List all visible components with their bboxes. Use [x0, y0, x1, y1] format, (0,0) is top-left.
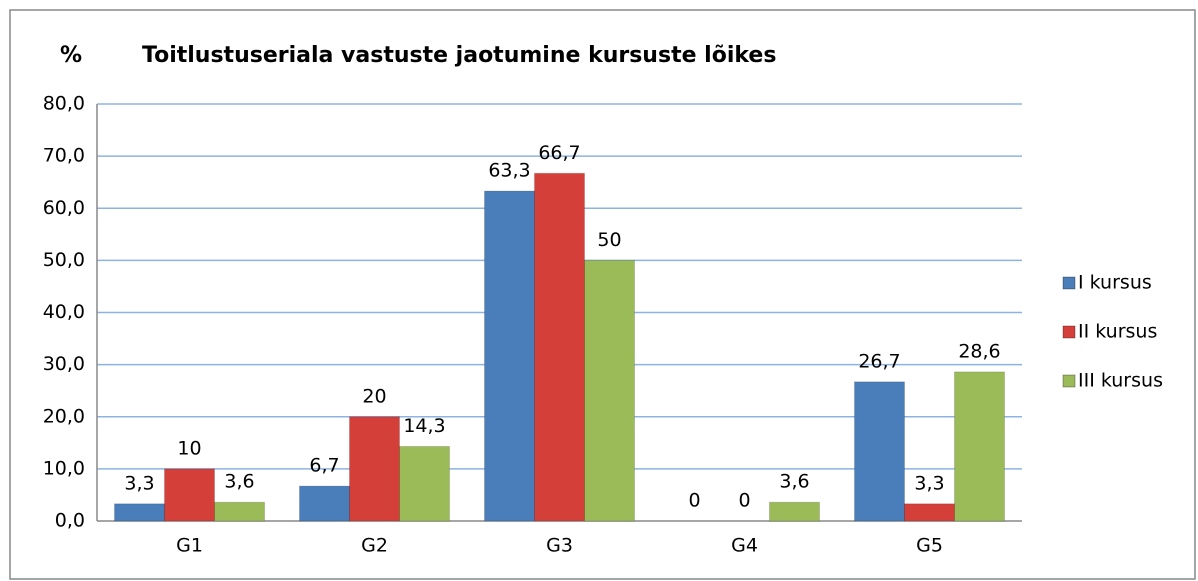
y-tick-label: 30,0	[43, 353, 85, 375]
x-tick-label: G5	[916, 535, 943, 557]
data-label: 3,3	[914, 472, 944, 494]
y-tick-label: 50,0	[43, 249, 85, 271]
y-tick-label: 0,0	[55, 510, 85, 532]
data-label: 3,6	[779, 471, 809, 493]
data-label: 14,3	[403, 415, 445, 437]
y-tick-label: 70,0	[43, 145, 85, 167]
bar	[164, 468, 215, 522]
y-tick-label: 40,0	[43, 301, 85, 323]
y-tick-label: 80,0	[43, 93, 85, 115]
legend-swatch	[1062, 325, 1076, 339]
data-label: 63,3	[488, 160, 530, 182]
data-label: 50	[597, 229, 621, 251]
data-label: 26,7	[858, 350, 900, 372]
bar	[399, 445, 450, 522]
bar	[954, 371, 1005, 522]
chart-title: Toitlustuseriala vastuste jaotumine kurs…	[142, 43, 776, 68]
data-label: 20	[362, 385, 386, 407]
bar	[214, 501, 265, 522]
bar	[584, 259, 635, 522]
y-tick-label: 10,0	[43, 457, 85, 479]
x-tick-label: G1	[176, 535, 203, 557]
bar	[854, 381, 905, 522]
bar	[299, 485, 350, 522]
y-tick-label: 20,0	[43, 405, 85, 427]
bar	[904, 503, 955, 522]
data-label: 3,3	[124, 472, 154, 494]
y-tick-label: 60,0	[43, 197, 85, 219]
bar	[349, 416, 400, 522]
legend-label: I kursus	[1078, 272, 1152, 294]
bar	[484, 190, 535, 522]
y-axis-label: %	[60, 43, 82, 68]
data-label: 28,6	[958, 340, 1000, 362]
legend-swatch	[1062, 276, 1076, 290]
x-tick-label: G3	[546, 535, 573, 557]
bar	[534, 172, 585, 522]
data-label: 66,7	[538, 142, 580, 164]
x-tick-label: G4	[731, 535, 758, 557]
data-label: 6,7	[309, 455, 339, 477]
x-tick-label: G2	[361, 535, 388, 557]
legend-label: II kursus	[1078, 321, 1157, 343]
bar	[769, 501, 820, 522]
data-label: 3,6	[224, 471, 254, 493]
data-label: 0	[688, 490, 700, 512]
data-label: 0	[738, 490, 750, 512]
legend-swatch	[1062, 374, 1076, 388]
data-label: 10	[177, 437, 201, 459]
bar	[114, 503, 165, 522]
legend-label: III kursus	[1078, 370, 1163, 392]
